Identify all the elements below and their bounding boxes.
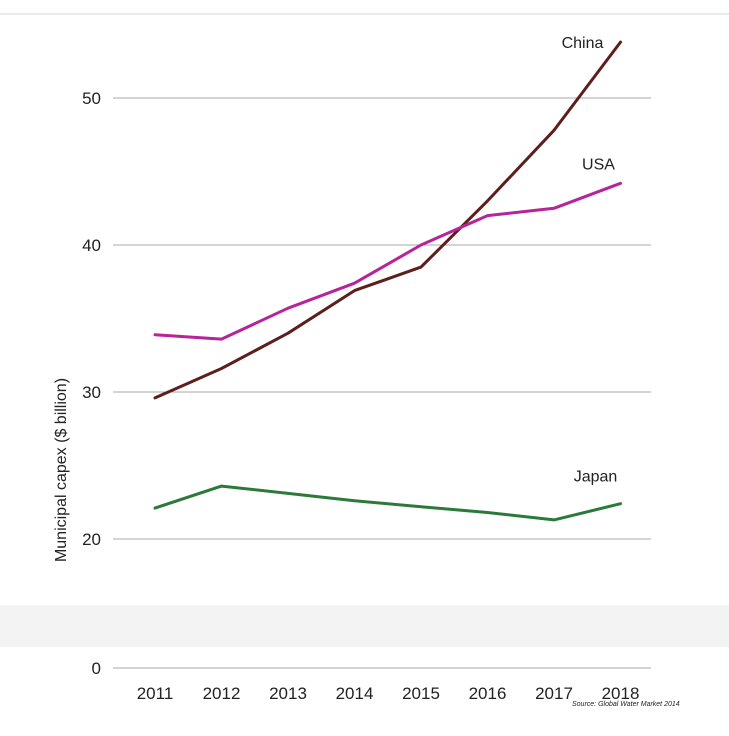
source-note: Source: Global Water Market 2014	[572, 701, 680, 708]
y-tick-label: 0	[92, 659, 101, 678]
x-tick-label: 2011	[137, 684, 174, 703]
text-layer: Municipal capex ($ billion) Source: Glob…	[53, 35, 680, 708]
series-line-usa	[153, 181, 622, 341]
y-tick-label: 50	[82, 89, 101, 108]
x-tick-label: 2015	[402, 684, 440, 703]
y-tick-label: 40	[82, 236, 101, 255]
y-axis-label: Municipal capex ($ billion)	[53, 378, 70, 562]
grid	[113, 97, 651, 669]
series-label-usa: USA	[582, 156, 615, 173]
x-tick-label: 2017	[535, 684, 573, 703]
series-layer	[153, 40, 622, 522]
x-tick-label: 2018	[602, 684, 640, 703]
series-line-china	[153, 40, 622, 400]
y-tick-label: 30	[82, 383, 101, 402]
x-tick-label: 2012	[203, 684, 241, 703]
series-label-china: China	[562, 35, 604, 52]
series-line-japan	[153, 484, 622, 522]
x-tick-label: 2016	[469, 684, 507, 703]
x-tick-label: 2014	[336, 684, 374, 703]
series-label-japan: Japan	[574, 469, 618, 486]
axis-break-band	[0, 605, 729, 647]
y-tick-label: 20	[82, 530, 101, 549]
x-tick-label: 2013	[269, 684, 307, 703]
